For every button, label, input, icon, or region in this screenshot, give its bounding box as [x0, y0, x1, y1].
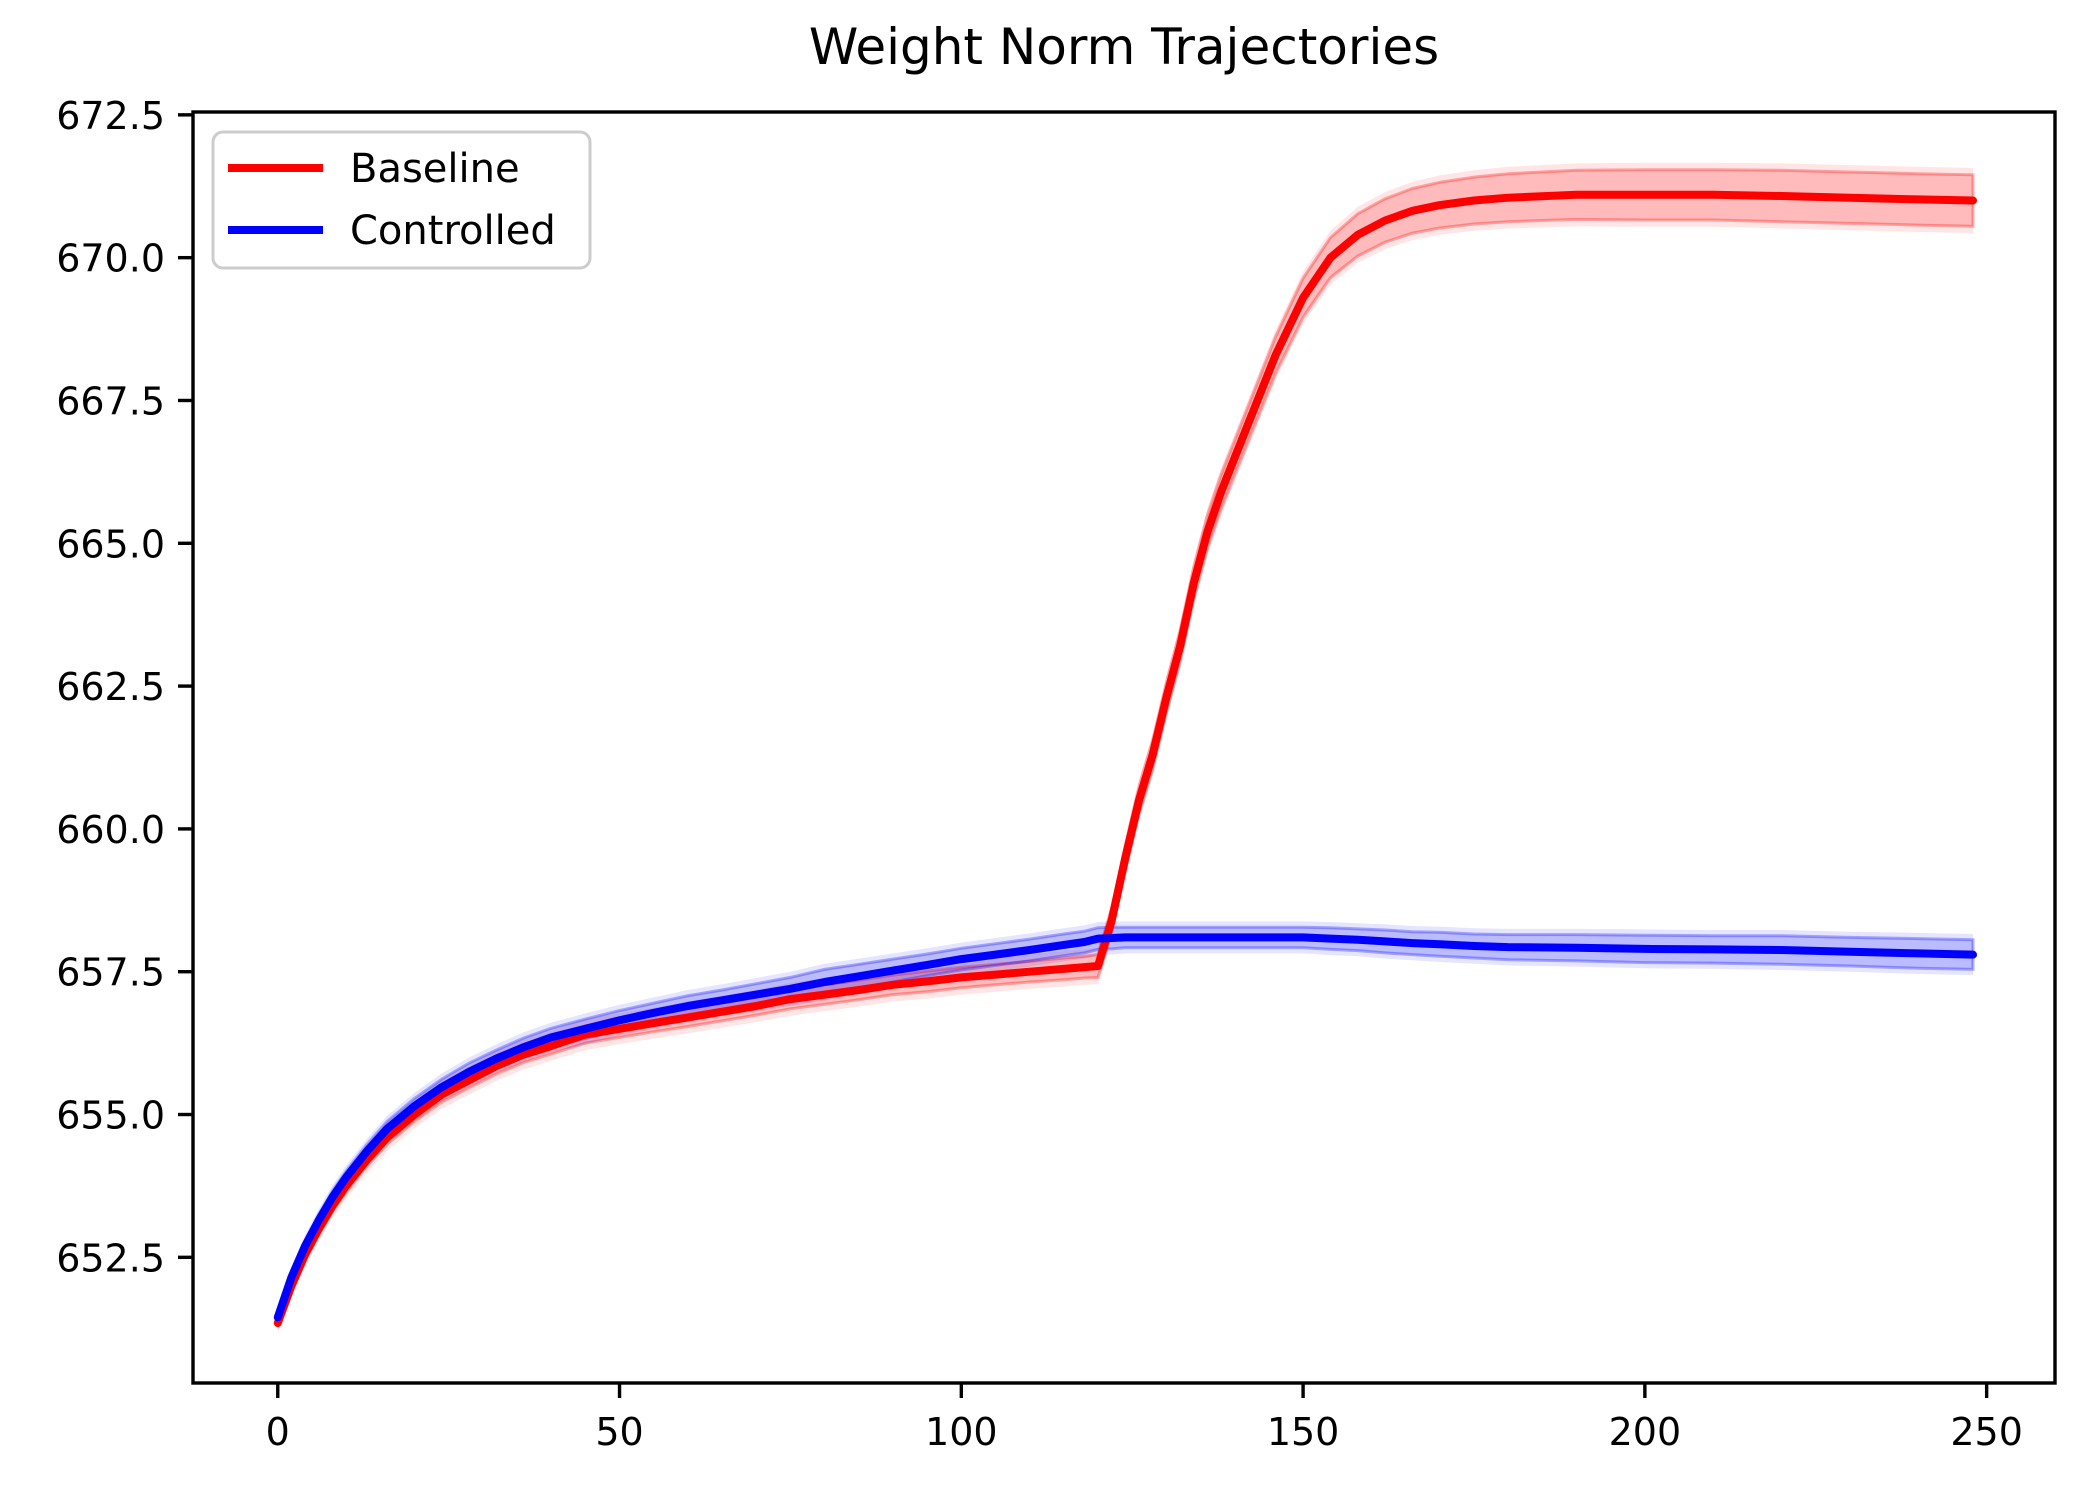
series-lines-layer	[273, 190, 1977, 1327]
confidence-bands-layer	[276, 162, 1975, 1334]
confidence-band-baseline	[276, 168, 1975, 1328]
y-tick-label: 665.0	[56, 522, 165, 566]
x-tick-label: 250	[1950, 1410, 2023, 1454]
x-tick-label: 0	[266, 1410, 290, 1454]
confidence-band-outer-controlled	[277, 921, 1973, 1327]
y-tick-label: 670.0	[56, 237, 165, 281]
series-line-baseline	[273, 190, 1977, 1327]
y-tick-label: 662.5	[56, 665, 165, 709]
ticks-layer: 0 50 100 150 200 250 652.5 655.0 657.5 660.0 662.5…	[56, 94, 2023, 1454]
y-tick-label: 652.5	[56, 1236, 165, 1280]
plot-frame	[191, 110, 2057, 1385]
y-tick-label: 667.5	[56, 379, 165, 423]
legend-label-baseline: Baseline	[350, 146, 520, 192]
x-tick-label: 200	[1609, 1410, 1682, 1454]
confidence-band-controlled	[276, 925, 1975, 1322]
chart-title: Weight Norm Trajectories	[809, 18, 1439, 76]
x-tick-label: 50	[595, 1410, 643, 1454]
series-line-controlled	[273, 933, 1977, 1322]
y-tick-label: 655.0	[56, 1094, 165, 1138]
legend-label-controlled: Controlled	[350, 208, 556, 254]
y-tick-label: 672.5	[56, 94, 165, 138]
confidence-band-outer-baseline	[277, 162, 1973, 1334]
y-tick-label: 660.0	[56, 808, 165, 852]
x-tick-label: 100	[925, 1410, 998, 1454]
legend[interactable]: Baseline Controlled	[211, 130, 592, 270]
x-tick-label: 150	[1267, 1410, 1340, 1454]
y-tick-label: 657.5	[56, 951, 165, 995]
